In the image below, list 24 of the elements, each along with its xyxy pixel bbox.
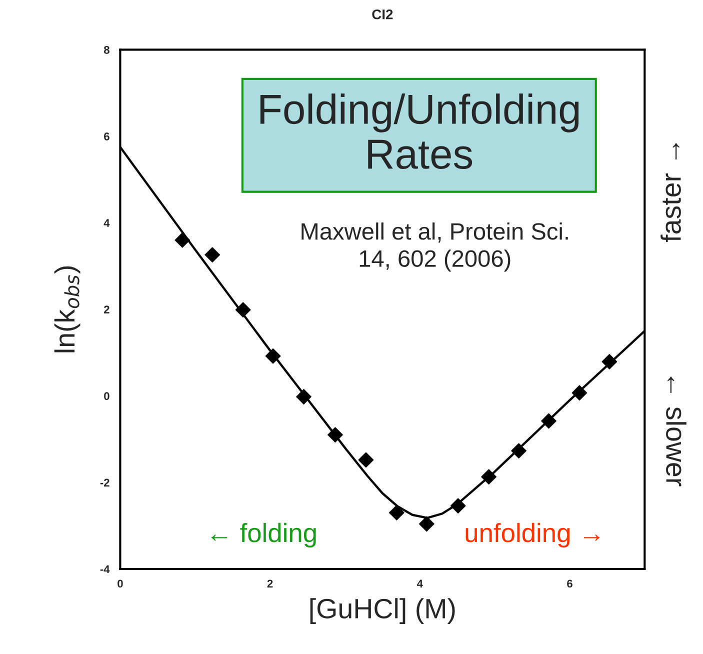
chart-title: CI2 xyxy=(372,9,393,20)
y-tick-label: 4 xyxy=(104,219,110,227)
y-tick-label: 8 xyxy=(104,46,110,54)
point xyxy=(358,452,374,468)
y-tick-label: 0 xyxy=(104,392,110,400)
annotation: Maxwell et al, Protein Sci. 14, 602 (2006) xyxy=(302,222,568,272)
y-axis-title: ln(k$_{obs}$) xyxy=(54,266,80,352)
x-tick-label: 6 xyxy=(567,580,572,588)
y-tick-label: -4 xyxy=(100,565,110,574)
text: faster → xyxy=(660,143,681,242)
point xyxy=(388,505,404,520)
y-tick-label: 2 xyxy=(104,306,110,314)
x-tick-label: 0 xyxy=(118,580,123,588)
y-tick-label: -2 xyxy=(100,478,110,486)
text: ← slower xyxy=(666,376,686,486)
point xyxy=(204,247,220,263)
annotation: unfolding → xyxy=(466,522,600,548)
x-axis-title: [GuHCl] (M) xyxy=(310,598,455,624)
annotation: ← folding xyxy=(211,522,316,548)
y-tick-label: 6 xyxy=(104,132,110,140)
point xyxy=(418,516,434,532)
x-tick-label: 2 xyxy=(267,580,273,588)
x-tick-label: 4 xyxy=(416,580,423,588)
annotation: Folding/Unfolding Rates xyxy=(260,94,579,170)
